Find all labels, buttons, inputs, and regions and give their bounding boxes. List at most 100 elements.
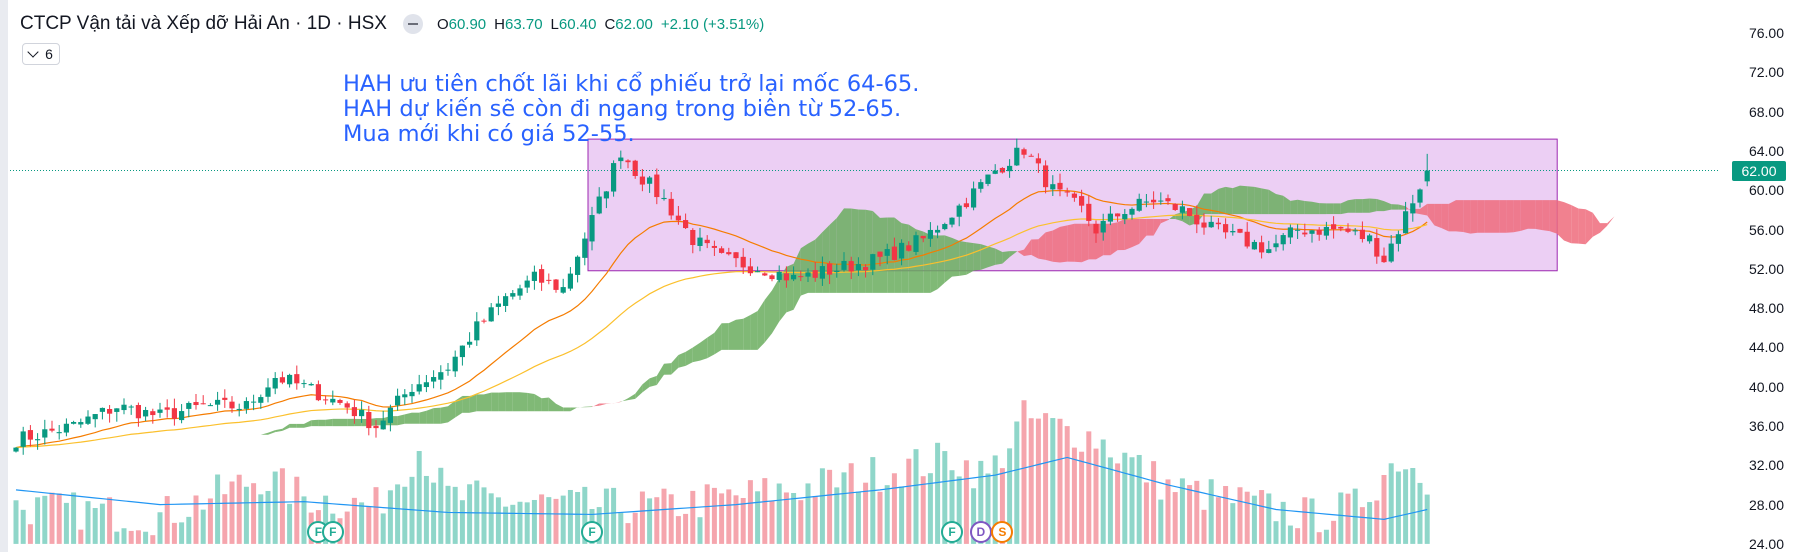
- volume-bar: [344, 511, 350, 544]
- volume-bar: [697, 517, 703, 544]
- cloud-segment: [599, 403, 607, 406]
- candle-body: [186, 402, 192, 409]
- cloud-segment: [1456, 200, 1464, 232]
- candle-body: [906, 245, 912, 251]
- candle-body: [207, 405, 213, 407]
- volume-bar: [1223, 486, 1229, 544]
- dividend-event-icon[interactable]: D: [969, 521, 992, 543]
- volume-bar: [1230, 503, 1236, 544]
- volume-bar: [503, 506, 509, 544]
- candle-body: [726, 252, 732, 255]
- cloud-segment: [592, 403, 600, 408]
- cloud-segment: [1031, 239, 1039, 259]
- volume-bar: [294, 476, 300, 544]
- ohlc-low: L60.40: [550, 15, 597, 33]
- volume-bar: [1302, 497, 1308, 544]
- cloud-segment: [1124, 218, 1132, 251]
- cloud-segment: [808, 239, 816, 293]
- volume-bar: [1057, 418, 1063, 544]
- volume-bar: [1043, 413, 1049, 544]
- cloud-segment: [1484, 200, 1492, 233]
- cloud-segment: [520, 392, 528, 412]
- volume-bar: [301, 496, 307, 544]
- annotation-text[interactable]: HAH ưu tiên chốt lãi khi cổ phiếu trở lạ…: [343, 72, 919, 147]
- volume-bar: [776, 483, 782, 544]
- cloud-segment: [851, 208, 859, 293]
- candle-body: [337, 400, 343, 403]
- hide-legend-button[interactable]: [402, 14, 423, 34]
- candle-body: [539, 269, 545, 283]
- volume-bar: [1259, 490, 1265, 544]
- cloud-segment: [728, 319, 736, 350]
- symbol-title[interactable]: CTCP Vận tải và Xếp dỡ Hải An · 1D · HSX: [20, 13, 387, 34]
- candle-body: [611, 163, 617, 192]
- candle-body: [589, 215, 595, 242]
- candle-body: [791, 274, 797, 280]
- cloud-segment: [332, 418, 340, 427]
- candle-body: [1223, 224, 1229, 233]
- candle-body: [1194, 214, 1200, 225]
- y-tick-label: 52.00: [1748, 260, 1784, 277]
- candle-body: [1359, 229, 1365, 240]
- cloud-segment: [642, 378, 650, 393]
- volume-bar: [265, 490, 271, 544]
- volume-bar: [1309, 498, 1315, 544]
- cloud-segment: [894, 217, 902, 293]
- cloud-segment: [1420, 203, 1428, 216]
- volume-bar: [1050, 418, 1056, 544]
- indicators-toggle[interactable]: 6: [22, 43, 60, 65]
- financials-event-icon[interactable]: F: [581, 521, 603, 543]
- cloud-segment: [779, 266, 787, 322]
- financials-event-icon[interactable]: F: [941, 521, 963, 543]
- cloud-segment: [268, 430, 276, 435]
- cloud-segment: [772, 277, 780, 334]
- cloud-segment: [1002, 251, 1010, 264]
- cloud-segment: [750, 311, 758, 350]
- cloud-segment: [1153, 218, 1161, 236]
- candle-body: [423, 382, 429, 388]
- cloud-segment: [512, 392, 520, 412]
- candle-body: [1071, 193, 1077, 198]
- candle-body: [258, 397, 264, 403]
- candle-body: [1352, 230, 1358, 232]
- candle-body: [1079, 196, 1085, 206]
- volume-bar: [236, 474, 242, 544]
- candle-body: [877, 251, 883, 257]
- y-tick-label: 24.00: [1748, 535, 1784, 552]
- volume-bar: [906, 458, 912, 544]
- candle-body: [834, 270, 840, 273]
- volume-bar: [179, 522, 185, 544]
- cloud-segment: [1319, 203, 1327, 215]
- volume-bar: [287, 503, 293, 544]
- cloud-segment: [548, 397, 556, 412]
- cloud-segment: [865, 209, 873, 293]
- volume-bar: [1179, 478, 1185, 544]
- volume-bar: [1215, 497, 1221, 544]
- candle-body: [827, 263, 833, 275]
- candle-body: [1266, 249, 1272, 253]
- financials-event-icon[interactable]: F: [321, 521, 344, 543]
- cloud-segment: [656, 363, 664, 385]
- candle-body: [121, 404, 127, 411]
- cloud-segment: [959, 240, 967, 276]
- volume-bar: [971, 488, 977, 544]
- ohlc-open: O60.90: [436, 15, 487, 33]
- cloud-segment: [1333, 203, 1341, 215]
- cloud-segment: [786, 263, 794, 313]
- volume-bar: [978, 460, 984, 544]
- candle-body: [755, 271, 761, 273]
- cloud-segment: [1448, 200, 1456, 232]
- split-event-icon[interactable]: S: [991, 521, 1014, 543]
- candle-body: [467, 341, 473, 345]
- candle-body: [1187, 208, 1193, 216]
- volume-bar: [1208, 479, 1214, 544]
- volume-bar: [870, 457, 876, 544]
- candle-body: [49, 428, 55, 431]
- ohlc-high: H63.70: [494, 15, 543, 33]
- volume-bar: [351, 497, 357, 544]
- candle-body: [841, 260, 847, 270]
- cloud-segment: [426, 408, 434, 424]
- candle-body: [85, 416, 91, 424]
